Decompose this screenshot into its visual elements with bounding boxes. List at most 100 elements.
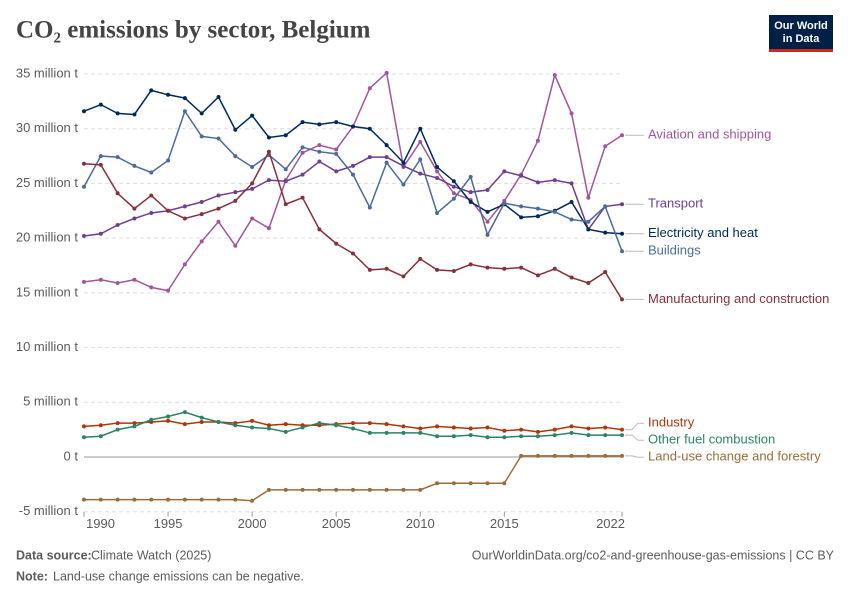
logo-bar: [769, 49, 833, 52]
data-point: [115, 155, 120, 160]
data-point: [620, 202, 624, 207]
data-point: [132, 277, 137, 282]
data-point: [418, 426, 423, 431]
series-line: [83, 156, 623, 237]
series-label: Manufacturing and construction: [648, 291, 829, 306]
series-line: [84, 455, 622, 502]
series-label: Buildings: [648, 243, 701, 258]
data-point: [367, 421, 372, 426]
data-point: [535, 206, 540, 211]
data-point: [418, 157, 423, 162]
data-point: [233, 198, 238, 203]
data-point: [266, 487, 271, 492]
data-point: [250, 181, 255, 186]
data-point: [620, 297, 624, 302]
data-point: [569, 181, 574, 186]
data-point: [132, 112, 137, 117]
data-point: [535, 429, 540, 434]
data-point: [451, 425, 456, 430]
data-point: [367, 487, 372, 492]
data-point: [418, 487, 423, 492]
data-point: [216, 419, 221, 424]
data-point: [334, 241, 339, 246]
data-point: [468, 426, 473, 431]
data-point: [401, 163, 406, 168]
label-connector: [625, 434, 644, 441]
data-point: [535, 273, 540, 278]
data-point: [199, 134, 204, 139]
data-point: [115, 427, 120, 432]
data-point: [468, 433, 473, 438]
data-point: [367, 430, 372, 435]
logo-text: Our World: [774, 20, 828, 32]
data-point: [334, 487, 339, 492]
data-point: [468, 190, 473, 195]
y-tick-label: -5 million t: [19, 503, 79, 518]
data-point: [367, 86, 372, 91]
data-point: [401, 274, 406, 279]
data-point: [435, 267, 440, 272]
data-point: [569, 430, 574, 435]
data-point: [283, 487, 288, 492]
data-point: [451, 179, 456, 184]
data-point: [620, 427, 624, 432]
data-point: [552, 427, 557, 432]
data-point: [132, 206, 137, 211]
data-point: [115, 191, 120, 196]
data-point: [485, 209, 490, 214]
data-point: [98, 102, 103, 107]
data-point: [435, 434, 440, 439]
data-point: [569, 111, 574, 116]
data-point: [334, 151, 339, 156]
data-point: [199, 239, 204, 244]
data-point: [435, 165, 440, 170]
data-point: [401, 487, 406, 492]
data-point: [451, 184, 456, 189]
data-point: [451, 196, 456, 201]
data-point: [519, 215, 524, 220]
x-tick-label: 1990: [86, 516, 115, 531]
data-point: [233, 423, 238, 428]
data-point: [250, 186, 255, 191]
data-point: [283, 422, 288, 427]
data-point: [199, 415, 204, 420]
x-tick-label: 2000: [238, 516, 267, 531]
data-point: [519, 427, 524, 432]
data-point: [519, 434, 524, 439]
data-point: [216, 206, 221, 211]
data-point: [351, 163, 355, 168]
data-point: [485, 187, 490, 192]
data-point: [451, 481, 456, 486]
data-point: [199, 111, 204, 116]
series-label: Land-use change and forestry: [648, 449, 821, 464]
data-point: [98, 154, 103, 159]
data-point: [502, 201, 507, 206]
data-point: [182, 96, 187, 101]
series-label: Transport: [648, 196, 704, 211]
data-point: [435, 210, 440, 215]
data-point: [283, 167, 288, 172]
data-point: [603, 433, 608, 438]
data-point: [384, 266, 389, 271]
logo-text: in Data: [783, 33, 821, 45]
data-point: [367, 126, 372, 131]
data-point: [535, 138, 540, 143]
y-tick-label: 10 million t: [16, 339, 79, 354]
x-tick-label: 2015: [490, 516, 519, 531]
data-point: [401, 424, 406, 429]
data-point: [384, 70, 389, 75]
data-point: [266, 226, 271, 231]
data-point: [620, 249, 624, 254]
data-point: [552, 433, 557, 438]
y-tick-label: 0 t: [64, 448, 79, 463]
logo: Our World in Data: [769, 15, 833, 52]
y-tick-label: 30 million t: [16, 120, 79, 135]
data-point: [182, 109, 187, 114]
data-point: [300, 172, 305, 177]
data-point: [334, 169, 339, 174]
data-point: [603, 425, 608, 430]
data-point: [317, 487, 322, 492]
data-point: [351, 124, 355, 129]
chart-title: CO₂ emissions by sector, Belgium: [16, 17, 371, 44]
data-point: [586, 195, 591, 200]
